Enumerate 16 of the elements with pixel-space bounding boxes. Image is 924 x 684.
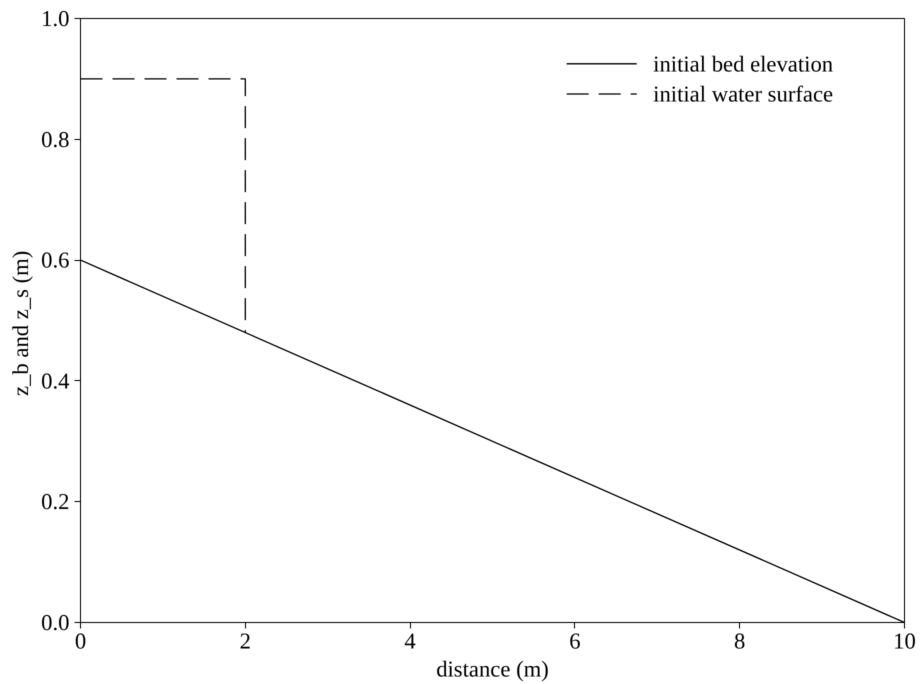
y-axis-title: z_b and z_s (m) (8, 250, 34, 396)
x-tick-label: 4 (404, 628, 416, 654)
x-tick-label: 8 (734, 628, 746, 654)
legend-label: initial water surface (653, 82, 834, 106)
y-tick-label: 0.6 (41, 248, 70, 273)
x-tick-label: 0 (74, 628, 86, 654)
x-axis-title: distance (m) (436, 656, 549, 682)
y-tick-label: 0.2 (41, 489, 70, 514)
legend-label: initial bed elevation (653, 51, 834, 76)
y-tick-label: 0.0 (41, 610, 70, 635)
x-tick-label: 2 (240, 628, 251, 654)
x-tick-label: 6 (569, 628, 581, 654)
y-tick-label: 0.8 (41, 126, 70, 152)
y-tick-label: 1.0 (41, 6, 70, 31)
x-tick-label: 10 (893, 628, 916, 654)
y-tick-label: 0.4 (41, 368, 70, 394)
